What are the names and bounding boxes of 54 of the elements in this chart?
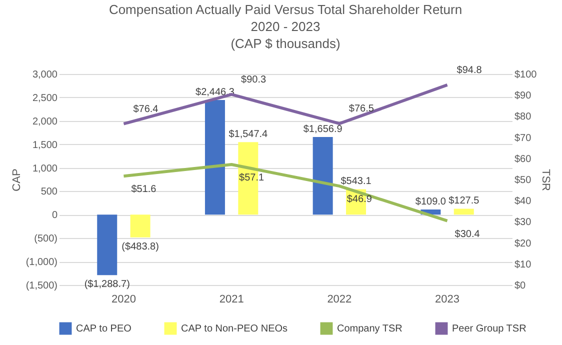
data-label: ($483.8): [122, 241, 159, 252]
bar: [454, 208, 474, 215]
legend-label: Company TSR: [337, 324, 402, 335]
y2-axis-title: TSR: [540, 169, 552, 192]
y-tick-label: 0: [52, 210, 58, 222]
y-tick-label: 3,000: [32, 70, 58, 80]
y-tick-label: 2,000: [32, 116, 58, 128]
y-tick-label: 500: [40, 186, 58, 198]
x-tick-label: 2020: [111, 294, 136, 306]
line-series: [122, 163, 449, 222]
data-label: $543.1: [340, 176, 372, 188]
legend-label: CAP to Non-PEO NEOs: [181, 324, 288, 335]
y2-tick-label: $80: [514, 112, 532, 123]
y-tick-label: (1,000): [26, 257, 58, 268]
x-tick-label: 2023: [435, 294, 460, 306]
data-label: $76.4: [133, 104, 159, 115]
data-label: $1,656.9: [303, 124, 343, 135]
y2-tick-label: $100: [514, 70, 538, 80]
y2-tick-label: $50: [514, 175, 532, 186]
y2-tick-label: $70: [514, 132, 532, 144]
y-tick-label: 1,500: [32, 140, 58, 151]
bar: [97, 214, 118, 276]
x-tick-label: 2021: [219, 294, 244, 306]
y-axis-title: CAP: [10, 168, 23, 192]
bar: [130, 214, 150, 238]
legend-label: CAP to PEO: [76, 324, 132, 335]
data-label: $30.4: [454, 228, 480, 240]
y2-tick-label: $30: [514, 217, 532, 228]
y-tick-label: (1,500): [26, 280, 58, 292]
data-label: $51.6: [131, 184, 157, 196]
data-label: ($1,288.7): [84, 279, 130, 290]
data-label: $109.0: [415, 196, 446, 208]
data-label: $90.3: [241, 74, 267, 86]
y2-tick-label: $40: [514, 196, 532, 208]
x-tick-label: 2022: [327, 294, 352, 306]
y2-tick-label: $0: [514, 280, 526, 292]
bar: [204, 100, 225, 215]
data-label: $76.5: [348, 104, 374, 115]
y2-tick-label: $90: [514, 90, 532, 102]
y-tick-label: (500): [34, 234, 58, 245]
y-tick-label: 2,500: [32, 92, 58, 104]
chart-title: Compensation Actually Paid Versus Total Shareholder Return: [108, 2, 462, 17]
y2-tick-label: $20: [514, 238, 532, 250]
y-tick-label: 1,000: [32, 163, 58, 174]
data-label: $127.5: [448, 196, 480, 207]
data-label: $94.8: [456, 64, 482, 76]
line-series: [122, 83, 449, 126]
y2-tick-label: $60: [514, 154, 532, 165]
chart-subtitle: 2020 - 2023: [250, 18, 320, 34]
legend-label: Peer Group TSR: [452, 324, 526, 335]
text: (CAP $ thousands): [230, 36, 340, 51]
data-label: $1,547.4: [228, 129, 268, 140]
y2-tick-label: $10: [514, 259, 532, 270]
bar: [312, 136, 333, 215]
